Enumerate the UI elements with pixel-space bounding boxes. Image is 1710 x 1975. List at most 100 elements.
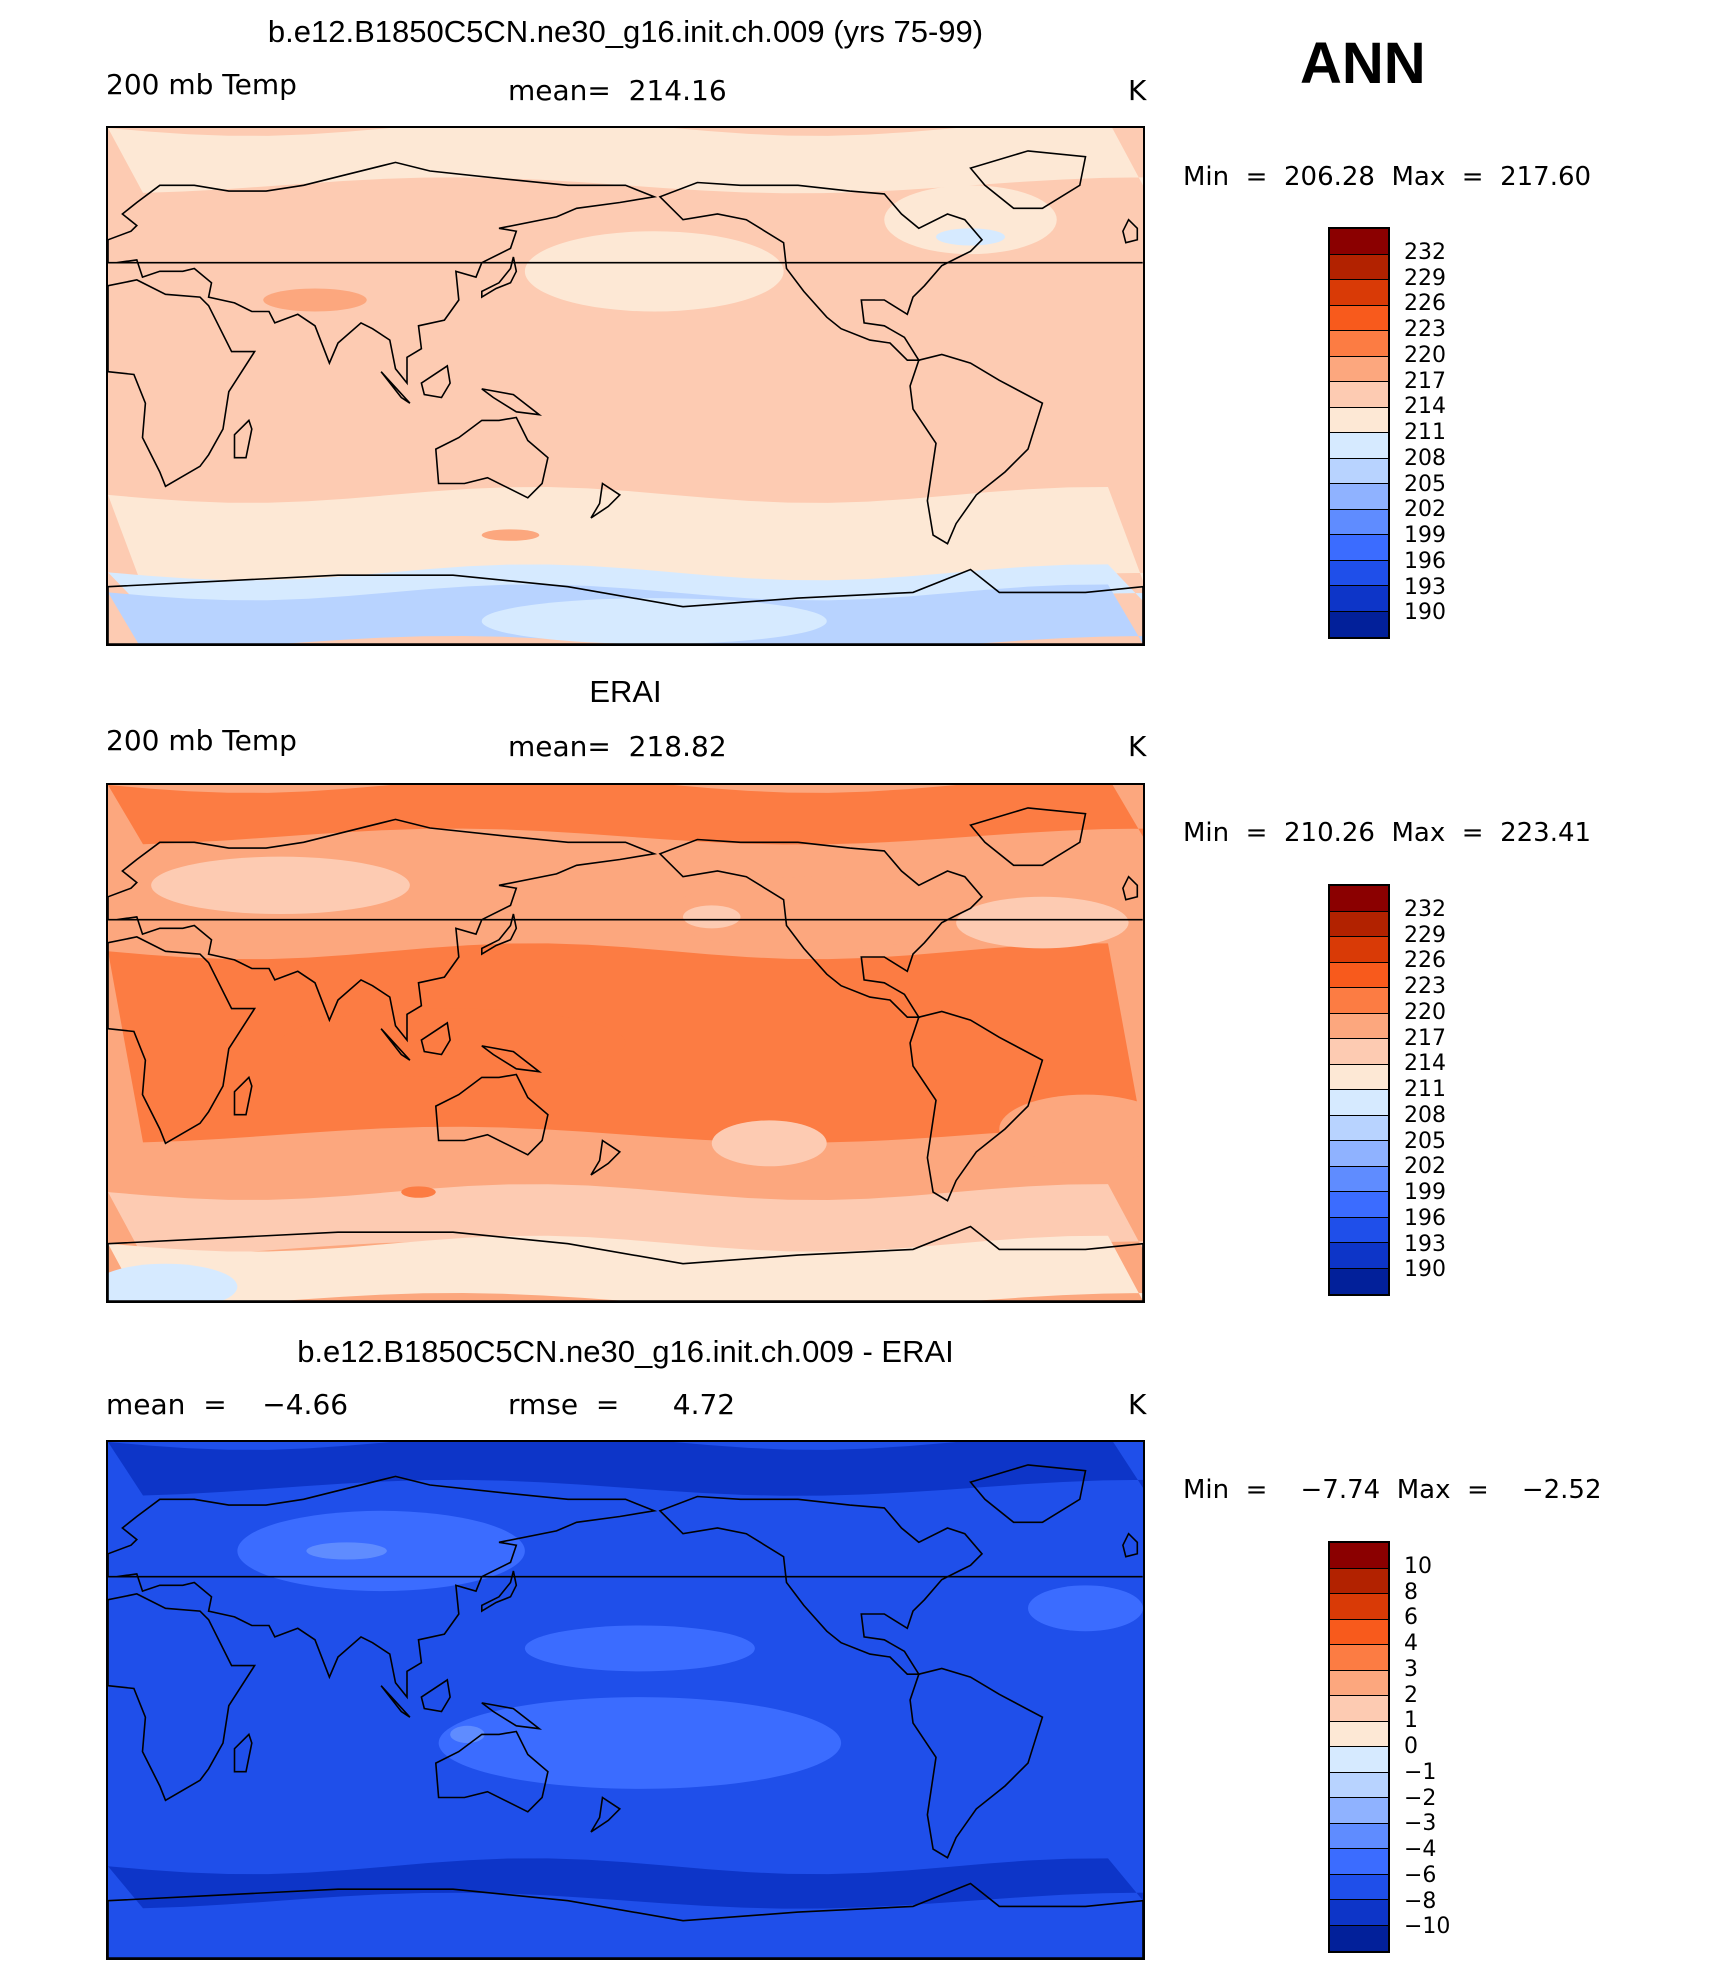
coastline [658, 838, 984, 1018]
coastline [1122, 218, 1139, 244]
colorbar-swatch [1330, 1900, 1388, 1926]
coastline [434, 1073, 549, 1156]
colorbar-tick-label: 229 [1404, 922, 1446, 948]
colorbar-tick-label: 205 [1404, 1128, 1446, 1154]
colorbar-tick-label: 199 [1404, 523, 1446, 548]
colorbar-tick-label: 220 [1404, 999, 1446, 1025]
coastline [1122, 1532, 1139, 1558]
colorbar-tick-label: 8 [1404, 1579, 1418, 1605]
colorbar-swatch [1330, 1823, 1388, 1849]
coastline [434, 416, 549, 499]
field-blob [668, 876, 957, 952]
coastline [590, 482, 622, 519]
coastline [969, 807, 1087, 867]
colorbar-swatch [1330, 254, 1388, 280]
coastline [481, 1570, 518, 1613]
field-blob [481, 529, 540, 541]
colorbar-tick-label: 4 [1404, 1631, 1418, 1656]
panel-2-title: ERAI [589, 674, 662, 709]
colorbar-tick-label: 229 [1404, 265, 1446, 291]
colorbar-tick-label: 232 [1404, 896, 1446, 922]
colorbar-tick-label: 0 [1404, 1734, 1418, 1759]
field-blob [999, 1094, 1143, 1164]
panel-3-min-max: Min = −7.74 Max = −2.52 [1183, 1475, 1602, 1505]
colorbar-tick-label: 208 [1404, 445, 1446, 471]
colorbar-swatch [1330, 560, 1388, 586]
colorbar-swatch [1330, 1849, 1388, 1875]
colorbar-swatch [1330, 962, 1388, 988]
colorbar-swatch [1330, 1192, 1388, 1218]
coastline [108, 818, 1143, 1043]
field-blob [481, 598, 827, 644]
colorbar-swatch [1330, 1594, 1388, 1620]
field-blob [1028, 1585, 1143, 1632]
colorbar-swatch [1330, 1013, 1388, 1039]
colorbar-swatch [1330, 911, 1388, 937]
coastline [1122, 875, 1139, 901]
coastline [420, 364, 451, 399]
panel-2-mean-label: mean= 218.82 [508, 730, 727, 763]
colorbar-swatch [1330, 1039, 1388, 1065]
coastline [481, 913, 518, 956]
colorbar-tick-label: 1 [1404, 1708, 1418, 1734]
colorbar-swatch [1330, 407, 1388, 433]
colorbar-swatch [1330, 1543, 1388, 1569]
colorbar-tick-label: 223 [1404, 317, 1446, 342]
coastline [108, 1593, 257, 1802]
coastline [233, 1732, 253, 1773]
colorbar-tick-label: 2 [1404, 1682, 1418, 1708]
panel-3-colorbar [1328, 1541, 1390, 1953]
colorbar-tick-label: 190 [1404, 600, 1446, 626]
panel-2-min-max: Min = 210.26 Max = 223.41 [1183, 818, 1592, 848]
coastline [590, 1139, 622, 1176]
coastline [108, 279, 257, 488]
colorbar-tick-label: −10 [1404, 1914, 1451, 1940]
colorbar-tick-label: 217 [1404, 1025, 1446, 1051]
colorbar-swatch [1330, 280, 1388, 306]
colorbar-tick-label: 226 [1404, 291, 1446, 317]
colorbar-swatch [1330, 458, 1388, 484]
colorbar-swatch [1330, 1568, 1388, 1594]
field-blob [524, 231, 784, 312]
coastline [420, 1678, 451, 1713]
panel-1-variable-label: 200 mb Temp [106, 68, 297, 101]
panel-1-map [106, 126, 1145, 646]
panel-2-map [106, 783, 1145, 1303]
colorbar-swatch [1330, 586, 1388, 612]
panel-3-map [106, 1440, 1145, 1960]
colorbar-swatch [1330, 1925, 1388, 1951]
coastline [233, 418, 253, 459]
colorbar-swatch [1330, 1645, 1388, 1671]
coastline [481, 256, 518, 299]
colorbar-swatch [1330, 1670, 1388, 1696]
colorbar-swatch [1330, 433, 1388, 459]
colorbar-tick-label: −1 [1404, 1759, 1437, 1785]
field-blob [524, 1625, 755, 1672]
coastline [380, 1028, 411, 1061]
colorbar-swatch [1330, 1747, 1388, 1773]
colorbar-tick-label: 226 [1404, 948, 1446, 974]
colorbar-swatch [1330, 1798, 1388, 1824]
field-blob [108, 1263, 238, 1301]
field-blob [280, 1008, 626, 1078]
colorbar-tick-label: 202 [1404, 1154, 1446, 1180]
field-blob [263, 288, 367, 312]
colorbar-swatch [1330, 356, 1388, 382]
coastline [108, 1475, 1143, 1700]
coastline [658, 1495, 984, 1675]
coastline [909, 1010, 1044, 1202]
colorbar-swatch [1330, 1721, 1388, 1747]
colorbar-swatch [1330, 1090, 1388, 1116]
coastline [481, 1045, 543, 1073]
field-band [108, 128, 1143, 194]
colorbar-tick-label: 196 [1404, 548, 1446, 574]
colorbar-tick-label: 214 [1404, 394, 1446, 420]
field-band [108, 943, 1143, 1143]
field-blob [884, 185, 1057, 255]
panel-1-units-label: K [1128, 74, 1147, 107]
coastline [108, 1225, 1143, 1301]
colorbar-swatch [1330, 1064, 1388, 1090]
field-blob [936, 228, 1005, 246]
colorbar-swatch [1330, 229, 1388, 255]
coastline [233, 1075, 253, 1116]
